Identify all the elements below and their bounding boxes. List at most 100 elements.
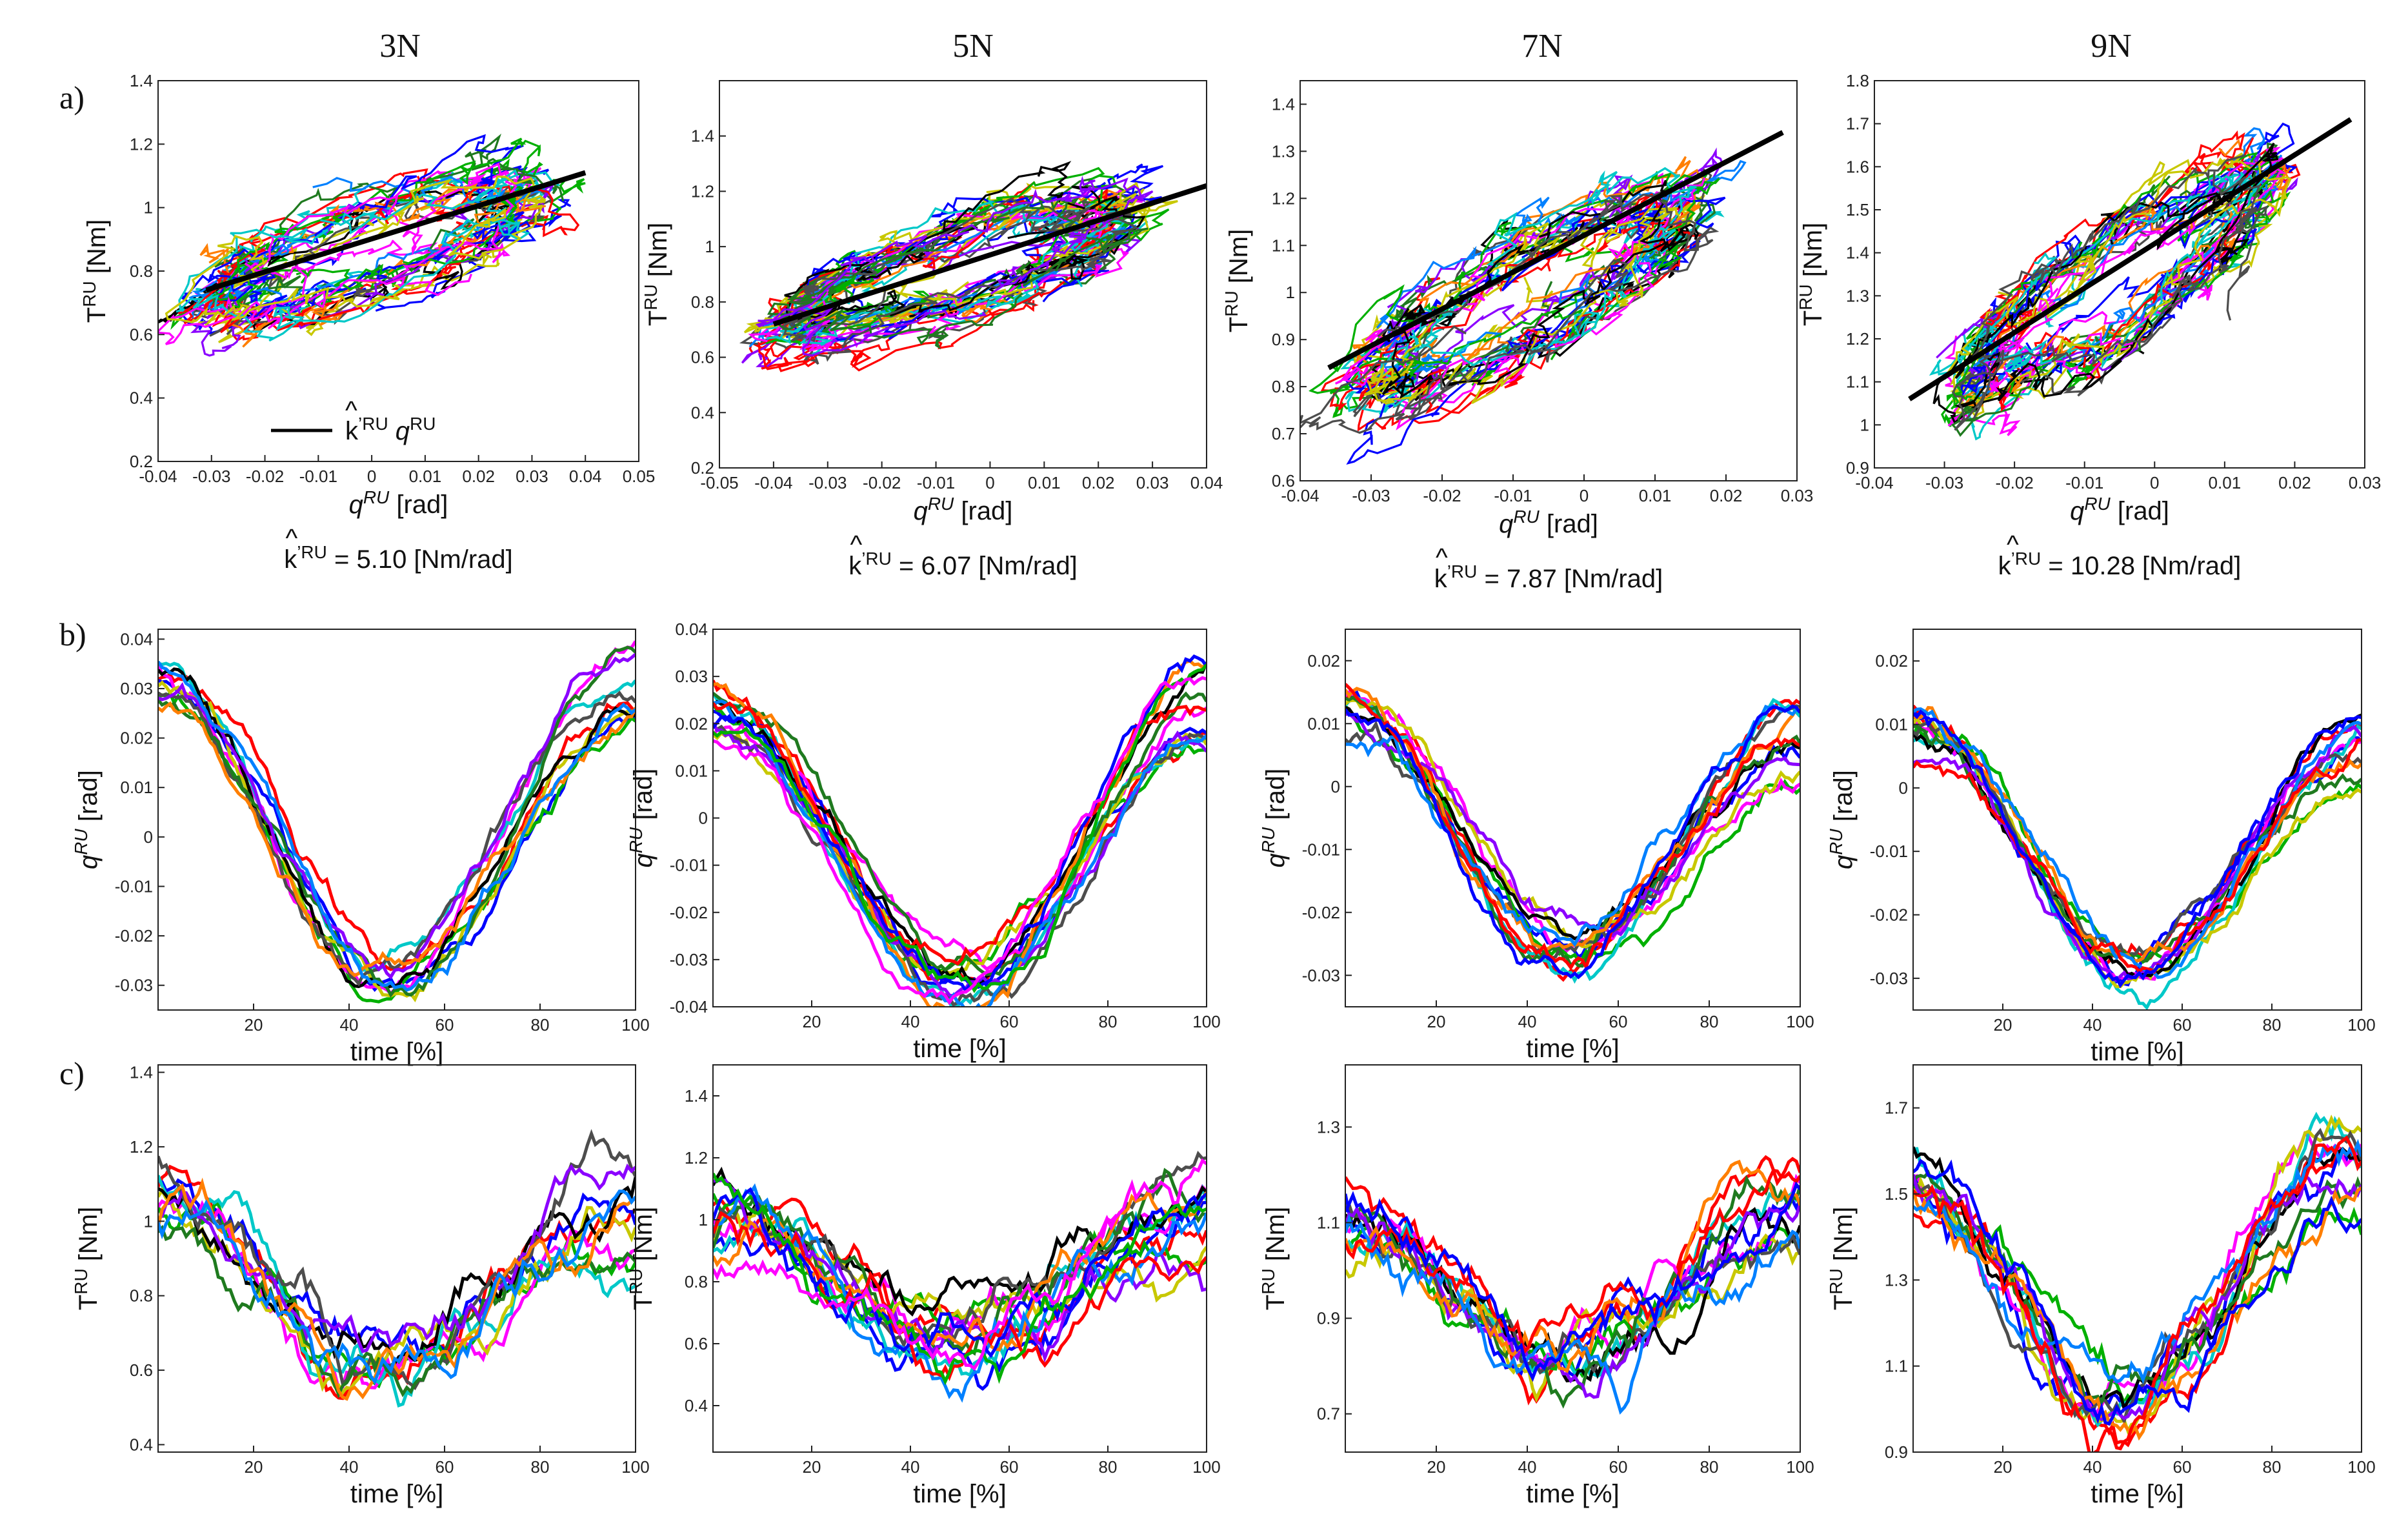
hat-accent: ^ [286,524,298,552]
y-tick-label: -0.04 [670,997,708,1016]
time-trace [713,1167,1207,1356]
stiffness-label: k’RU = 5.10 [Nm/rad] [284,542,513,574]
x-tick-label: 20 [245,1457,263,1477]
fit-line [772,183,1207,327]
time-trace [1913,714,2362,989]
y-tick-label: 0.04 [675,620,708,639]
x-tick-label: -0.04 [139,467,177,486]
time-trace [1345,1160,1800,1373]
x-tick-label: -0.01 [299,467,337,486]
time-trace [1913,709,2362,989]
y-tick-label: -0.02 [670,903,708,922]
time-trace [1913,721,2362,957]
x-tick-label: 0.01 [409,467,442,486]
y-tick-label: 0 [1331,777,1340,796]
trace-group [1345,1155,1800,1415]
time-trace [713,1192,1207,1339]
hat-accent: ^ [1436,543,1448,572]
x-tick-label: 40 [901,1457,920,1477]
time-trace [158,640,636,996]
hat-accent: ^ [2007,531,2019,559]
y-tick-label: 1.4 [691,126,714,146]
x-tick-label: 100 [1786,1457,1814,1477]
time-trace [1345,1168,1800,1355]
x-tick-label: 20 [1427,1457,1446,1477]
time-trace [1913,707,2362,979]
y-tick-label: 1 [144,198,153,217]
x-tick-label: 0.01 [1639,486,1672,505]
x-tick-label: 0.01 [1028,473,1061,492]
axes-box [1874,80,2365,469]
panel-a-7n: -0.04 -0.03 -0.02 -0.01 0 0.01 0.02 0.03 0.6 0.7 0… [1221,80,1813,593]
y-tick-label: 1.4 [130,1063,153,1082]
y-tick-label: 1.2 [1846,329,1869,349]
x-tick-label: 100 [621,1015,649,1035]
axes-box [719,80,1207,469]
axes-box [712,629,1207,1007]
x-axis-label: qRU [rad] [1499,507,1598,539]
time-trace [713,1173,1207,1386]
trajectory-trace [1334,177,1706,430]
x-tick-label: 60 [2173,1015,2192,1035]
y-tick-label: 0.02 [675,714,708,733]
y-tick-label: -0.01 [1302,840,1340,859]
panel-b-3n: 20 40 60 80 100 -0.03 -0.02 -0.01 0 0.01 0.02 0.03 0… [71,629,650,1066]
x-tick-label: 0 [1580,486,1589,505]
time-trace [713,659,1207,1007]
x-tick-label: 0.02 [1710,486,1743,505]
trajectory-trace [1984,147,2287,398]
y-tick-label: 1 [1860,415,1869,434]
x-tick-label: 40 [340,1457,359,1477]
axes-box [157,1064,636,1453]
x-tick-label: 20 [803,1012,821,1031]
time-trace [713,691,1207,976]
y-tick-label: 0.8 [1272,377,1295,396]
panel-c-7n: 20 40 60 80 100 0.7 0.9 1.1 1.3 time [%] TRU [Nm] [1258,1064,1814,1508]
time-trace [1913,1169,2362,1408]
trace-group [1300,130,1784,465]
y-axis-label: TRU [Nm] [626,1207,658,1310]
time-trace [713,663,1207,993]
y-tick-label: 0.9 [1885,1442,1908,1462]
trace-group [713,654,1207,1007]
trace-group [1913,704,2362,1010]
x-tick-label: 60 [1000,1457,1019,1477]
y-tick-label: 1 [705,237,714,256]
y-tick-label: 1.4 [130,71,153,90]
x-tick-label: 60 [436,1457,454,1477]
x-tick-label: 40 [1518,1012,1537,1031]
y-axis-label: TRU [Nm] [641,223,673,326]
x-tick-label: 80 [1099,1012,1118,1031]
y-tick-label: -0.02 [1302,903,1340,922]
trajectory-trace [1300,190,1720,434]
fit-line [1908,117,2353,401]
y-tick-label: 0.4 [130,1435,153,1454]
x-tick-label: -0.03 [1352,486,1390,505]
y-tick-label: 0.8 [691,292,714,312]
y-tick-label: -0.01 [115,876,153,896]
y-tick-label: 1.5 [1885,1184,1908,1204]
x-axis-label: qRU [rad] [349,487,448,520]
panel-b-5n: 20 40 60 80 100 -0.04 -0.03 -0.02 -0.01 0 0.01 0.02… [626,620,1221,1063]
x-tick-label: 0 [985,473,994,492]
trajectory-trace [767,199,1127,346]
x-axis-label: time [%] [1526,1035,1619,1063]
x-tick-label: -0.03 [1925,473,1963,492]
y-tick-label: 1.6 [1846,157,1869,176]
time-trace [158,1189,636,1385]
x-tick-label: 0.02 [1082,473,1115,492]
y-tick-label: 1.3 [1272,141,1295,161]
x-axis-label: time [%] [350,1038,443,1066]
x-tick-label: -0.03 [808,473,847,492]
y-axis-label: TRU [Nm] [71,1207,103,1310]
row-label-c: c) [59,1055,85,1091]
y-tick-label: 0.03 [120,679,153,698]
y-tick-label: 0.02 [1875,651,1908,671]
y-tick-label: 0.01 [1307,714,1340,733]
time-trace [1913,724,2362,968]
y-tick-label: 0.4 [685,1396,708,1415]
panel-a-3n: -0.04 -0.03 -0.02 -0.01 0 0.01 0.02 0.03 0.04 0.0… [79,71,656,574]
trace-group [1908,117,2353,441]
y-tick-label: 0.8 [685,1272,708,1291]
x-tick-label: -0.02 [863,473,901,492]
